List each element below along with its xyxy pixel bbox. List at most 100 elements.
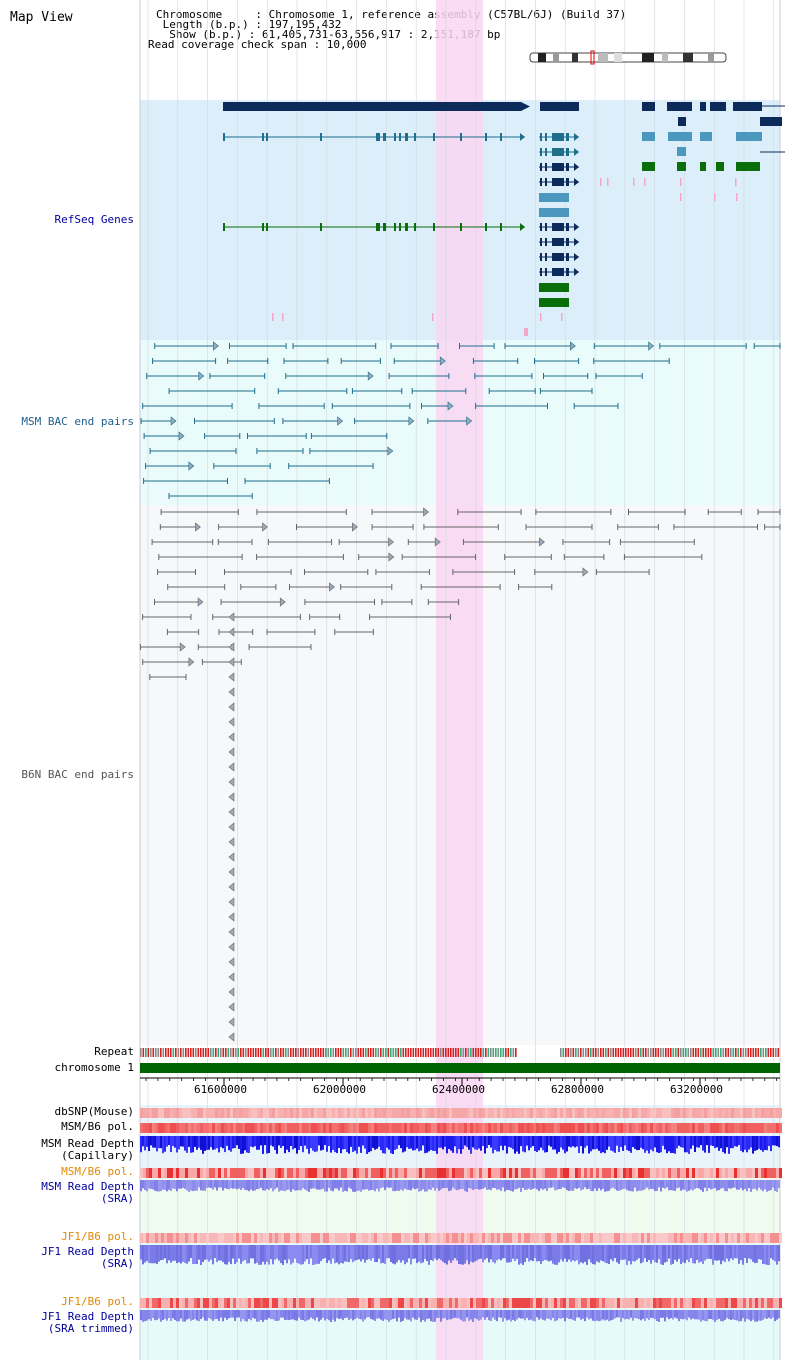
bac-end-pair[interactable] [563, 554, 605, 560]
bac-end-pair[interactable] [488, 388, 536, 394]
bac-end-pair[interactable] [595, 569, 650, 575]
bac-end-pair[interactable] [459, 343, 495, 349]
chromosome-ideogram[interactable] [529, 50, 727, 65]
gene-model[interactable] [736, 162, 760, 171]
bac-end-pair[interactable] [504, 341, 576, 351]
bac-end-pair[interactable] [218, 629, 254, 635]
bac-end-pair[interactable] [154, 341, 219, 351]
bac-end-pair[interactable] [390, 343, 439, 349]
gene-model[interactable] [700, 102, 706, 111]
bac-end-pair[interactable] [753, 343, 781, 349]
bac-end-pair[interactable] [283, 358, 329, 364]
bac-end-pair[interactable] [158, 554, 243, 560]
bac-end-pair[interactable] [244, 478, 330, 484]
bac-end-pair[interactable] [220, 597, 286, 607]
bac-end-pair[interactable] [247, 433, 307, 439]
gene-model[interactable] [677, 162, 686, 171]
bac-end-pair[interactable] [334, 629, 374, 635]
gene-model[interactable] [678, 117, 686, 126]
bac-end-pair[interactable] [475, 403, 548, 409]
bac-end-pair[interactable] [139, 642, 186, 652]
bac-end-pair[interactable] [204, 433, 241, 439]
gene-model[interactable] [700, 162, 706, 171]
bac-end-pair[interactable] [143, 478, 228, 484]
bac-end-pair[interactable] [659, 343, 747, 349]
gene-model[interactable] [667, 102, 692, 111]
bac-end-pair[interactable] [534, 567, 589, 577]
bac-end-pair[interactable] [331, 403, 411, 409]
bac-end-pair[interactable] [143, 431, 185, 441]
bac-end-pair[interactable] [289, 582, 335, 592]
gene-model[interactable] [760, 117, 782, 126]
gene-model[interactable] [677, 147, 686, 156]
bac-end-pair[interactable] [282, 416, 344, 426]
bac-end-pair[interactable] [595, 373, 643, 379]
gene-model[interactable] [539, 178, 579, 186]
bac-end-pair[interactable] [420, 584, 501, 590]
msm-bac-track[interactable] [140, 341, 781, 499]
gene-model[interactable] [223, 102, 521, 111]
bac-end-pair[interactable] [593, 341, 655, 351]
track-label-msm-bac[interactable]: MSM BAC end pairs [21, 415, 134, 428]
track-label-b6n-bac[interactable]: B6N BAC end pairs [21, 768, 134, 781]
bac-end-pair[interactable] [354, 416, 415, 426]
bac-end-pair[interactable] [338, 537, 394, 547]
gene-model[interactable] [716, 162, 724, 171]
gene-model[interactable] [539, 163, 579, 171]
bac-end-pair[interactable] [375, 569, 430, 575]
bac-end-pair[interactable] [421, 401, 454, 411]
bac-end-pair[interactable] [617, 524, 659, 530]
bac-end-pair[interactable] [573, 403, 619, 409]
bac-end-pair[interactable] [369, 614, 451, 620]
bac-end-pair[interactable] [340, 358, 381, 364]
bac-end-pair[interactable] [209, 373, 266, 379]
bac-end-pair[interactable] [707, 509, 742, 515]
gene-model[interactable] [736, 132, 762, 141]
gene-model[interactable] [539, 253, 579, 261]
bac-end-pair[interactable] [423, 524, 499, 530]
gene-model[interactable] [710, 102, 726, 111]
bac-end-pair[interactable] [266, 629, 316, 635]
bac-end-pair[interactable] [543, 373, 589, 379]
bac-end-pair[interactable] [168, 493, 253, 499]
bac-end-pair[interactable] [258, 403, 325, 409]
gene-model[interactable] [642, 162, 655, 171]
bac-end-pair[interactable] [562, 539, 611, 545]
bac-end-pair[interactable] [309, 446, 394, 456]
bac-end-pair[interactable] [227, 358, 269, 364]
bac-end-pair[interactable] [504, 554, 552, 560]
gene-model[interactable] [539, 268, 579, 276]
bac-end-pair[interactable] [212, 614, 301, 620]
bac-end-pair[interactable] [427, 599, 460, 605]
bac-end-pair[interactable] [213, 463, 271, 469]
bac-end-pair[interactable] [149, 674, 187, 680]
bac-end-pair[interactable] [256, 509, 347, 515]
bac-end-pair[interactable] [340, 584, 393, 590]
bac-end-pair[interactable] [452, 569, 516, 575]
bac-end-pair[interactable] [288, 463, 374, 469]
bac-end-pair[interactable] [623, 554, 703, 560]
bac-end-pair[interactable] [371, 524, 414, 530]
bac-end-pair[interactable] [619, 539, 695, 545]
bac-end-pair[interactable] [593, 358, 670, 364]
b6n-bac-track[interactable] [139, 507, 781, 1042]
bac-end-pair[interactable] [535, 509, 612, 515]
bac-end-pair[interactable] [154, 597, 204, 607]
bac-end-pair[interactable] [534, 358, 580, 364]
bac-end-pair[interactable] [304, 569, 369, 575]
bac-end-pair[interactable] [146, 371, 205, 381]
bac-end-pair[interactable] [309, 614, 341, 620]
bac-end-pair[interactable] [240, 584, 277, 590]
bac-end-pair[interactable] [285, 371, 374, 381]
bac-end-pair[interactable] [149, 448, 237, 454]
bac-end-pair[interactable] [194, 418, 275, 424]
bac-end-pair[interactable] [764, 524, 781, 530]
track-label-refseq[interactable]: RefSeq Genes [54, 213, 134, 226]
gene-model[interactable] [539, 148, 579, 156]
bac-end-pair[interactable] [539, 388, 593, 394]
bac-end-pair[interactable] [152, 358, 217, 364]
gene-model[interactable] [539, 193, 569, 202]
bac-end-pair[interactable] [381, 599, 413, 605]
bac-end-pair[interactable] [218, 522, 268, 532]
